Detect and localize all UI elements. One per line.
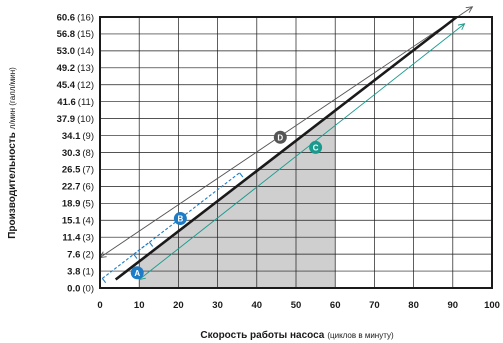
guide-layer [99, 6, 474, 281]
y-tick-layer: 0.0 (0)3.8 (1)7.6 (2)11.4 (3)15.1 (4)18.9 (5)2… [57, 12, 94, 294]
y-tick-label: 18.9 (5) [62, 199, 94, 210]
x-tick-label: 10 [134, 300, 145, 311]
y-tick-label-secondary: (4) [82, 216, 94, 227]
shaded-region [139, 110, 336, 288]
y-tick-label-secondary: (12) [77, 80, 94, 91]
y-tick-label-primary: 15.1 [62, 216, 81, 227]
marker-d-circle [273, 130, 287, 144]
y-tick-label: 22.7 (6) [62, 182, 94, 193]
y-tick-label-primary: 11.4 [62, 232, 81, 243]
y-tick-label-secondary: (7) [82, 165, 94, 176]
y-tick-label: 34.1 (9) [62, 131, 94, 142]
y-tick-label-secondary: (9) [82, 131, 94, 142]
x-tick-label: 0 [97, 300, 102, 311]
guide-c-line [138, 23, 465, 280]
marker-b-circle [173, 212, 187, 226]
x-tick-label: 90 [448, 300, 459, 311]
y-tick-label-secondary: (11) [78, 97, 94, 108]
y-tick-label: 53.0 (14) [57, 46, 94, 57]
x-tick-label: 20 [173, 300, 184, 311]
y-tick-label-secondary: (10) [77, 114, 94, 125]
y-tick-label-secondary: (16) [77, 12, 94, 23]
y-axis-title-sub: л/мин (галл/мин) [8, 67, 17, 129]
y-tick-label: 3.8 (1) [67, 266, 94, 277]
y-tick-label-secondary: (3) [82, 232, 94, 243]
y-tick-label-primary: 7.6 [67, 249, 80, 260]
y-tick-label-primary: 0.0 [67, 283, 80, 294]
y-tick-label-primary: 41.6 [57, 97, 76, 108]
marker-c-circle [309, 140, 323, 154]
x-tick-label: 40 [252, 300, 263, 311]
y-tick-label: 41.6 (11) [57, 97, 94, 108]
series-line-main [114, 15, 458, 281]
y-tick-label-primary: 56.8 [57, 29, 76, 40]
y-tick-label-primary: 49.2 [57, 63, 76, 74]
y-tick-label-primary: 26.5 [62, 165, 81, 176]
y-tick-label-primary: 3.8 [67, 266, 80, 277]
y-tick-label: 45.4 (12) [57, 80, 94, 91]
y-tick-label-primary: 18.9 [62, 199, 81, 210]
x-tick-label: 50 [291, 300, 302, 311]
marker-d-label: D [277, 133, 283, 142]
x-axis-title: Скорость работы насоса (циклов в минуту) [200, 329, 394, 341]
marker-c-label: C [313, 143, 319, 152]
bracket-b-tick-end [239, 172, 244, 178]
bracket-a-tick-start [101, 278, 107, 284]
y-tick-label-primary: 30.3 [62, 148, 81, 159]
y-tick-label-primary: 22.7 [62, 182, 81, 193]
y-axis-title-main: Производительность [7, 132, 18, 239]
shaded-region-layer [139, 110, 336, 288]
plot-frame [99, 16, 493, 289]
y-tick-label-primary: 45.4 [57, 80, 76, 91]
bracket-layer [101, 172, 244, 284]
y-tick-label: 7.6 (2) [67, 249, 94, 260]
plot-frame-layer [99, 16, 493, 289]
x-tick-label: 30 [212, 300, 223, 311]
x-axis-title-sub: (циклов в минуту) [327, 331, 394, 340]
x-tick-label: 60 [330, 300, 341, 311]
bracket-b-line [133, 172, 240, 255]
bracket-a-tick-end [148, 241, 154, 247]
y-tick-label-secondary: (14) [77, 46, 94, 57]
guide-c-arrowhead-end [457, 23, 466, 31]
y-tick-label: 60.6 (16) [57, 12, 94, 23]
x-tick-label: 80 [408, 300, 419, 311]
series-layer [114, 15, 458, 281]
y-tick-label: 49.2 (13) [57, 63, 94, 74]
y-tick-label-primary: 53.0 [57, 46, 76, 57]
guide-d-line [99, 6, 473, 258]
x-tick-label: 70 [369, 300, 380, 311]
y-tick-label-secondary: (0) [82, 283, 94, 294]
grid-layer [100, 17, 492, 288]
y-axis-title: Производительность л/мин (галл/мин) [7, 67, 18, 239]
bracket-b-tick-start [133, 253, 138, 259]
y-tick-label-secondary: (5) [82, 199, 94, 210]
y-tick-label-secondary: (1) [82, 266, 94, 277]
y-tick-label-primary: 37.9 [57, 114, 76, 125]
x-axis-title-main: Скорость работы насоса [200, 329, 324, 341]
y-tick-label: 30.3 (8) [62, 148, 94, 159]
y-tick-label-secondary: (8) [82, 148, 94, 159]
y-tick-label-primary: 34.1 [62, 131, 81, 142]
marker-b-label: B [177, 215, 183, 224]
y-tick-label-secondary: (13) [77, 63, 94, 74]
y-tick-label-secondary: (2) [82, 249, 94, 260]
marker-a-circle [130, 266, 144, 280]
y-tick-label-secondary: (15) [77, 29, 94, 40]
y-tick-label-primary: 60.6 [57, 12, 76, 23]
y-tick-label: 37.9 (10) [57, 114, 94, 125]
y-tick-label: 0.0 (0) [67, 283, 94, 294]
y-tick-label-secondary: (6) [82, 182, 94, 193]
marker-layer: A B D C [130, 130, 323, 280]
y-tick-label: 11.4 (3) [62, 232, 94, 243]
guide-d-arrowhead-end [465, 6, 474, 13]
x-tick-label: 100 [484, 300, 500, 311]
x-tick-layer: 0 10 20 30 40 50 60 70 80 90 100 [97, 300, 500, 311]
y-tick-label: 26.5 (7) [62, 165, 94, 176]
marker-a-label: A [134, 269, 140, 278]
y-tick-label: 56.8 (15) [57, 29, 94, 40]
y-tick-label: 15.1 (4) [62, 216, 94, 227]
